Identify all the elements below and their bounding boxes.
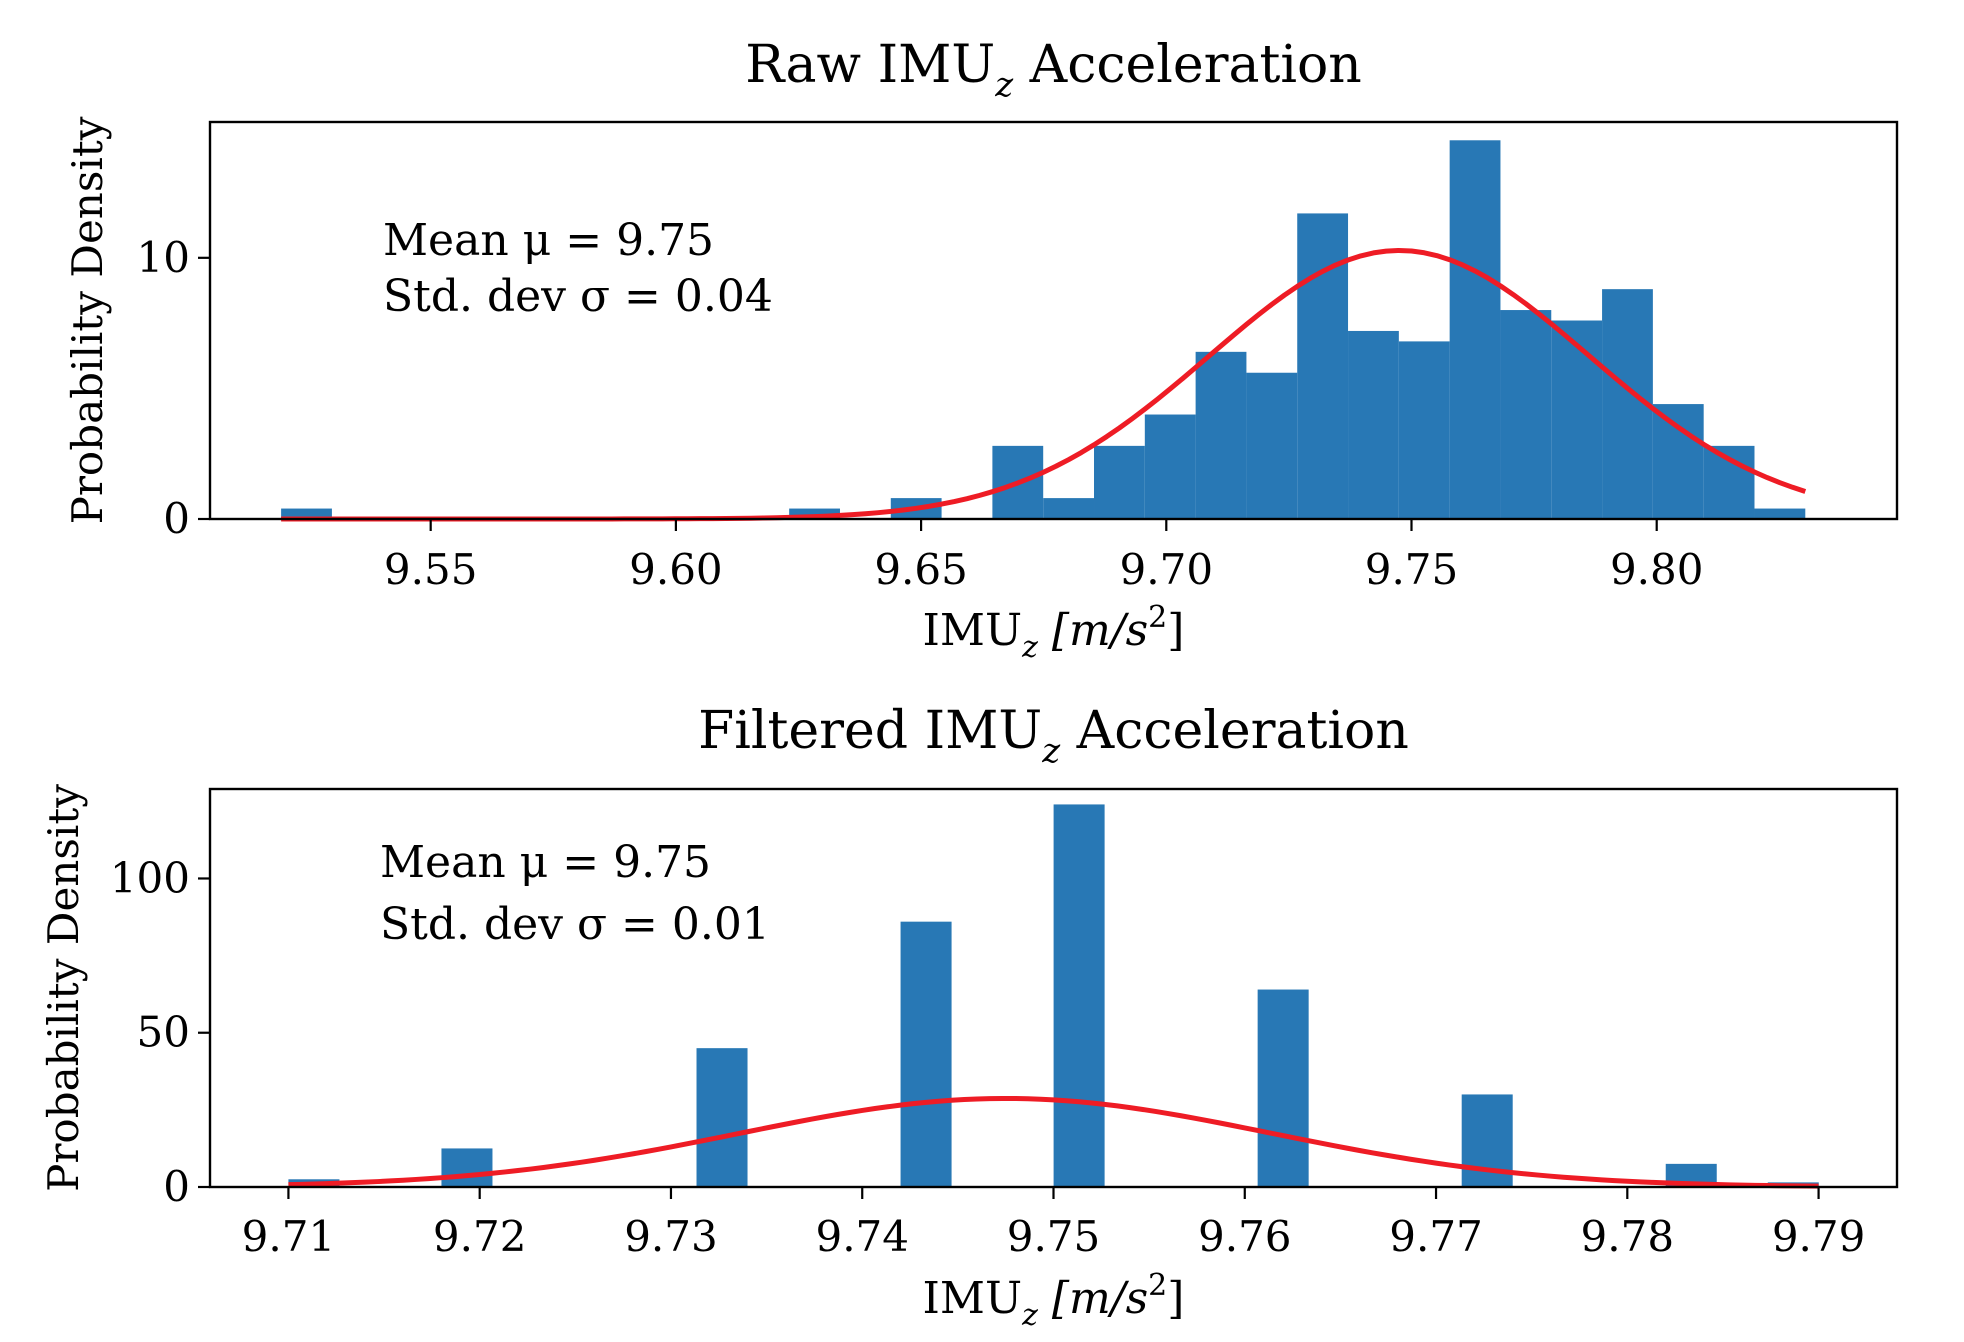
x-tick-label: 9.75 — [1365, 545, 1459, 594]
histogram-bar — [789, 508, 840, 519]
histogram-bar — [1754, 508, 1806, 519]
xlabel-subscript: z — [1021, 1298, 1038, 1333]
y-axis-label: Probability Density — [63, 116, 112, 524]
stats-annotation-line: Mean μ = 9.75 — [383, 215, 714, 266]
xlabel-close: ] — [1167, 1273, 1184, 1324]
stats-annotation-line: Std. dev σ = 0.04 — [383, 271, 773, 322]
title-subscript: z — [994, 65, 1014, 105]
x-tick-label: 9.55 — [384, 545, 478, 594]
chart-title: Raw IMUz Acceleration — [745, 35, 1362, 105]
histogram-bar — [1094, 445, 1145, 519]
xlabel-superscript: 2 — [1148, 600, 1167, 635]
chart-2: 9.71 9.72 9.73 9.74 9.75 9.76 9.77 9.78 9.79 0 50 1… — [39, 701, 1899, 1333]
histogram-bar — [1551, 320, 1603, 519]
x-tick-label: 9.76 — [1198, 1212, 1292, 1261]
histogram-bar — [1449, 140, 1501, 519]
x-tick-label: 9.75 — [1007, 1212, 1101, 1261]
xlabel-main: IMU — [923, 605, 1023, 656]
plot-frame — [208, 120, 1899, 521]
xlabel-main: IMU — [923, 1273, 1023, 1324]
histogram-bar — [696, 1048, 748, 1187]
title-subscript: z — [1041, 731, 1061, 771]
title-main: Filtered IMU — [698, 701, 1042, 761]
x-tick-label: 9.60 — [629, 545, 723, 594]
y-tick-label: 0 — [163, 1162, 190, 1211]
x-tick-label: 9.74 — [815, 1212, 909, 1261]
histogram-bar — [1246, 372, 1298, 519]
x-tick-label: 9.65 — [874, 545, 968, 594]
histogram-bar — [1500, 310, 1552, 519]
y-tick-label: 50 — [137, 1008, 190, 1057]
histogram-bar — [1053, 804, 1105, 1187]
y-tick-label: 100 — [110, 853, 190, 902]
x-tick-label: 9.72 — [433, 1212, 527, 1261]
x-tick-label: 9.77 — [1389, 1212, 1483, 1261]
xlabel-close: ] — [1167, 605, 1184, 656]
x-axis-label: IMUz [m/s2] — [923, 1268, 1185, 1333]
histogram-bar — [1043, 498, 1095, 519]
y-tick-label: 0 — [163, 494, 190, 543]
xlabel-unit: [m/s — [1052, 1273, 1148, 1324]
y-axis-label: Probability Density — [39, 784, 88, 1192]
title-rest: Acceleration — [1060, 701, 1409, 761]
x-tick-label: 9.73 — [624, 1212, 718, 1261]
x-tick-label: 9.70 — [1120, 545, 1214, 594]
histogram-bars — [281, 140, 1806, 519]
x-axis-label: IMUz [m/s2] — [923, 600, 1185, 665]
histogram-bar — [281, 508, 332, 519]
normal-fit-line — [288, 1095, 1819, 1189]
title-rest: Acceleration — [1013, 35, 1362, 95]
histogram-bar — [1257, 989, 1309, 1187]
histogram-bar — [1144, 414, 1196, 519]
histogram-bar — [441, 1148, 493, 1187]
xlabel-subscript: z — [1021, 630, 1038, 665]
x-tick-label: 9.71 — [242, 1212, 336, 1261]
x-tick-label: 9.80 — [1610, 545, 1704, 594]
xlabel-superscript: 2 — [1148, 1268, 1167, 1303]
x-tick-label: 9.79 — [1772, 1212, 1866, 1261]
histogram-bar — [1297, 213, 1349, 519]
histogram-bar — [1195, 351, 1247, 519]
histogram-bar — [900, 921, 952, 1187]
title-main: Raw IMU — [745, 35, 995, 95]
histogram-bar — [1652, 404, 1704, 519]
xlabel-unit: [m/s — [1052, 605, 1148, 656]
y-tick-label: 10 — [137, 233, 190, 282]
stats-annotation-line: Mean μ = 9.75 — [380, 837, 711, 888]
x-tick-label: 9.78 — [1581, 1212, 1675, 1261]
chart-title: Filtered IMUz Acceleration — [698, 701, 1409, 771]
stats-annotation-line: Std. dev σ = 0.01 — [380, 899, 770, 950]
histogram-bar — [1398, 341, 1450, 519]
histogram-bar — [1348, 330, 1399, 519]
